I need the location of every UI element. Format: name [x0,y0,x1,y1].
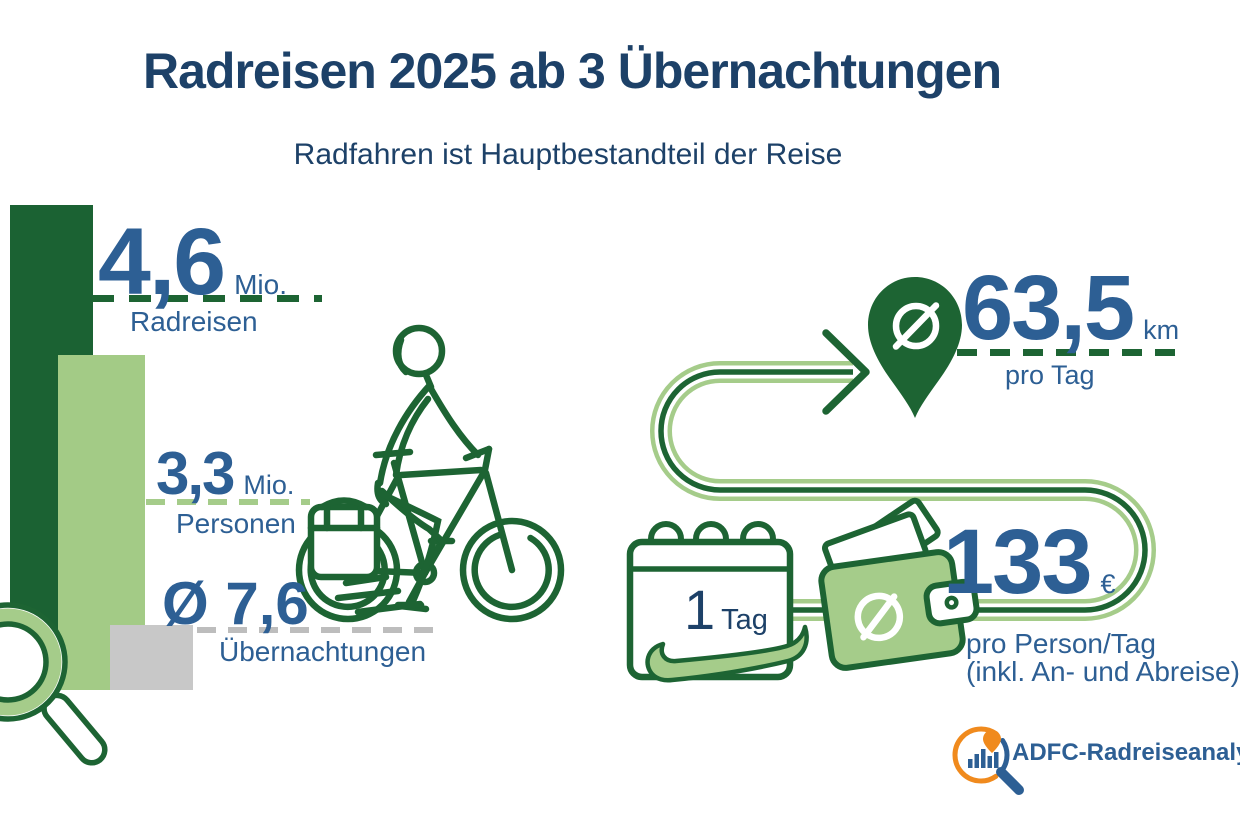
bicycle-rider-icon [295,324,565,623]
stat-distance: 63,5 km [962,262,1179,354]
stat-personen-unit: Mio. [243,470,295,500]
stat-duration-unit: Tag [721,604,768,636]
stat-radreisen: 4,6 Mio. [98,215,287,310]
stat-uebernachtungen: Ø 7,6 [162,574,309,634]
stat-duration: 1 Tag [684,582,768,638]
label-personen: Personen [176,508,296,539]
average-symbol [892,302,940,350]
stat-cost: 133 € [943,516,1116,608]
page-subtitle: Radfahren ist Hauptbestandteil der Reise [293,138,843,171]
label-inkl-abreise: (inkl. An- und Abreise) [966,656,1240,687]
stat-cost-value: 133 [943,511,1092,613]
stat-radreisen-value: 4,6 [98,209,226,315]
route-path-icon [650,361,1156,621]
label-uebernachtungen: Übernachtungen [219,636,427,667]
stat-uebernachtungen-value: Ø 7,6 [162,570,309,637]
page-title: Radreisen 2025 ab 3 Übernachtungen [143,43,1002,99]
dash-line-personen [146,499,310,505]
dash-line-radreisen [92,295,322,302]
stat-personen: 3,3 Mio. [156,444,294,504]
stat-cost-unit: € [1100,569,1116,599]
label-pro-person-tag: pro Person/Tag [966,628,1156,659]
average-symbol [854,592,904,642]
logo-wordmark: ADFC-Radreiseanalyse [1012,739,1240,766]
dash-line-uebernachtungen [197,627,433,633]
stat-distance-value: 63,5 [962,257,1135,359]
bar-uebernachtungen [110,625,193,690]
arrow-icon [822,329,870,415]
dash-line-km [957,349,1187,356]
calendar-icon [626,521,809,683]
stat-radreisen-unit: Mio. [234,269,287,300]
label-pro-tag: pro Tag [1005,360,1095,390]
adfc-logo-icon [952,726,1024,795]
label-radreisen: Radreisen [130,306,258,337]
map-pin-average-icon [868,277,962,418]
wallet-average-icon [818,497,980,671]
magnifier-icon [0,602,108,766]
stat-personen-value: 3,3 [156,440,235,507]
stat-duration-value: 1 [684,578,716,641]
stat-distance-unit: km [1143,315,1180,345]
